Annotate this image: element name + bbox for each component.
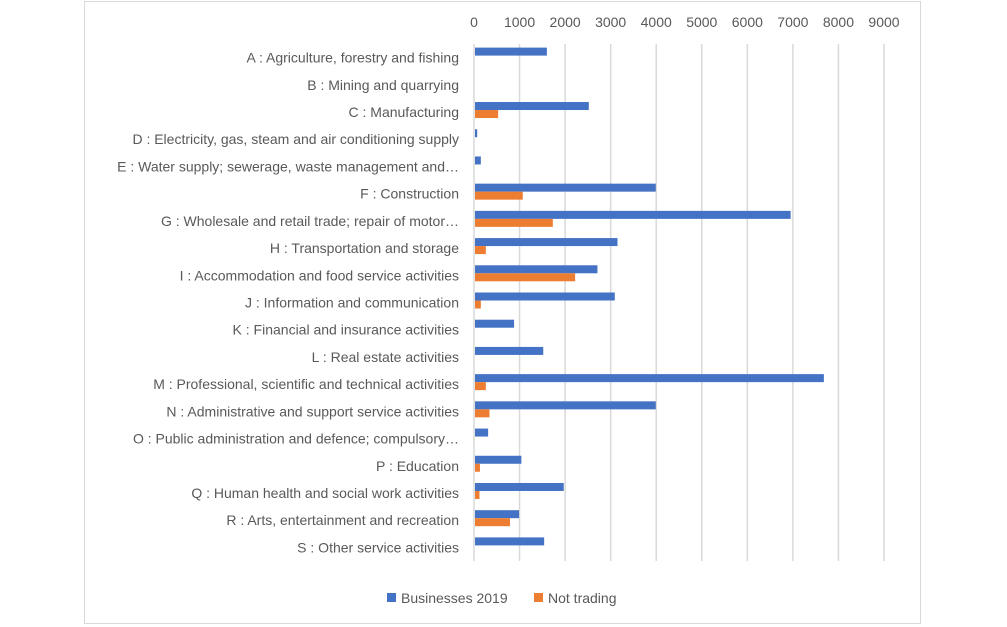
bar-businesses-2019 [475,238,618,247]
x-tick-label: 6000 [732,14,763,30]
category-label: D : Electricity, gas, steam and air cond… [132,131,459,147]
category-label: K : Financial and insurance activities [233,322,459,338]
bar-businesses-2019 [475,265,598,274]
bar-not-trading [475,490,480,499]
category-labels: A : Agriculture, forestry and fishing B :… [117,50,459,556]
category-label: H : Transportation and storage [270,240,459,256]
category-label: G : Wholesale and retail trade; repair o… [161,213,459,229]
category-label: A : Agriculture, forestry and fishing [247,50,459,66]
bar-businesses-2019 [475,482,564,491]
category-label: N : Administrative and support service a… [166,403,459,419]
bar-businesses-2019 [475,319,515,328]
bar-not-trading [475,110,499,119]
x-tick-label: 3000 [595,14,626,30]
bar-businesses-2019 [475,455,522,464]
gridlines [473,44,885,561]
category-label: B : Mining and quarrying [307,77,459,93]
bar-not-trading [475,218,553,227]
x-tick-label: 4000 [641,14,672,30]
x-tick-label: 8000 [823,14,854,30]
category-label: S : Other service activities [297,539,459,555]
bar-businesses-2019 [475,537,545,546]
category-label: Q : Human health and social work activit… [191,485,459,501]
x-tick-label: 5000 [686,14,717,30]
bar-not-trading [475,409,490,418]
legend-swatch-not-trading [534,593,543,602]
category-label: O : Public administration and defence; c… [133,431,459,447]
bar-businesses-2019 [475,292,615,301]
legend-swatch-businesses-2019 [387,593,396,602]
bar-businesses-2019 [475,510,520,519]
bar-businesses-2019 [475,374,824,383]
bar-businesses-2019 [475,428,489,437]
bar-businesses-2019 [475,129,478,138]
bar-not-trading [475,300,481,309]
x-axis-ticks: 0 1000 2000 3000 4000 5000 6000 7000 8000 9000 [470,14,900,30]
bar-businesses-2019 [475,47,547,56]
bar-not-trading [475,463,480,472]
bar-businesses-2019 [475,210,791,219]
x-tick-label: 9000 [868,14,899,30]
bar-not-trading [475,382,486,391]
category-label: R : Arts, entertainment and recreation [226,512,459,528]
x-tick-label: 7000 [777,14,808,30]
bar-not-trading [475,518,510,527]
bar-businesses-2019 [475,183,656,192]
category-label: L : Real estate activities [312,349,459,365]
bar-not-trading [475,273,576,282]
bars [475,47,824,546]
legend-label-not-trading: Not trading [548,590,616,606]
category-label: J : Information and communication [245,295,459,311]
category-label: I : Accommodation and food service activ… [180,267,459,283]
bar-businesses-2019 [475,102,589,111]
bar-not-trading [475,191,523,200]
x-tick-label: 2000 [550,14,581,30]
x-tick-label: 1000 [504,14,535,30]
bar-businesses-2019 [475,401,656,410]
x-tick-label: 0 [470,14,478,30]
bar-not-trading [475,246,486,255]
category-label: F : Construction [360,186,459,202]
bar-businesses-2019 [475,156,481,165]
category-label: P : Education [376,458,459,474]
legend: Businesses 2019 Not trading [387,590,616,606]
category-label: M : Professional, scientific and technic… [153,376,459,392]
category-label: C : Manufacturing [349,104,460,120]
bar-businesses-2019 [475,346,544,355]
legend-label-businesses-2019: Businesses 2019 [401,590,508,606]
category-label: E : Water supply; sewerage, waste manage… [117,158,459,174]
